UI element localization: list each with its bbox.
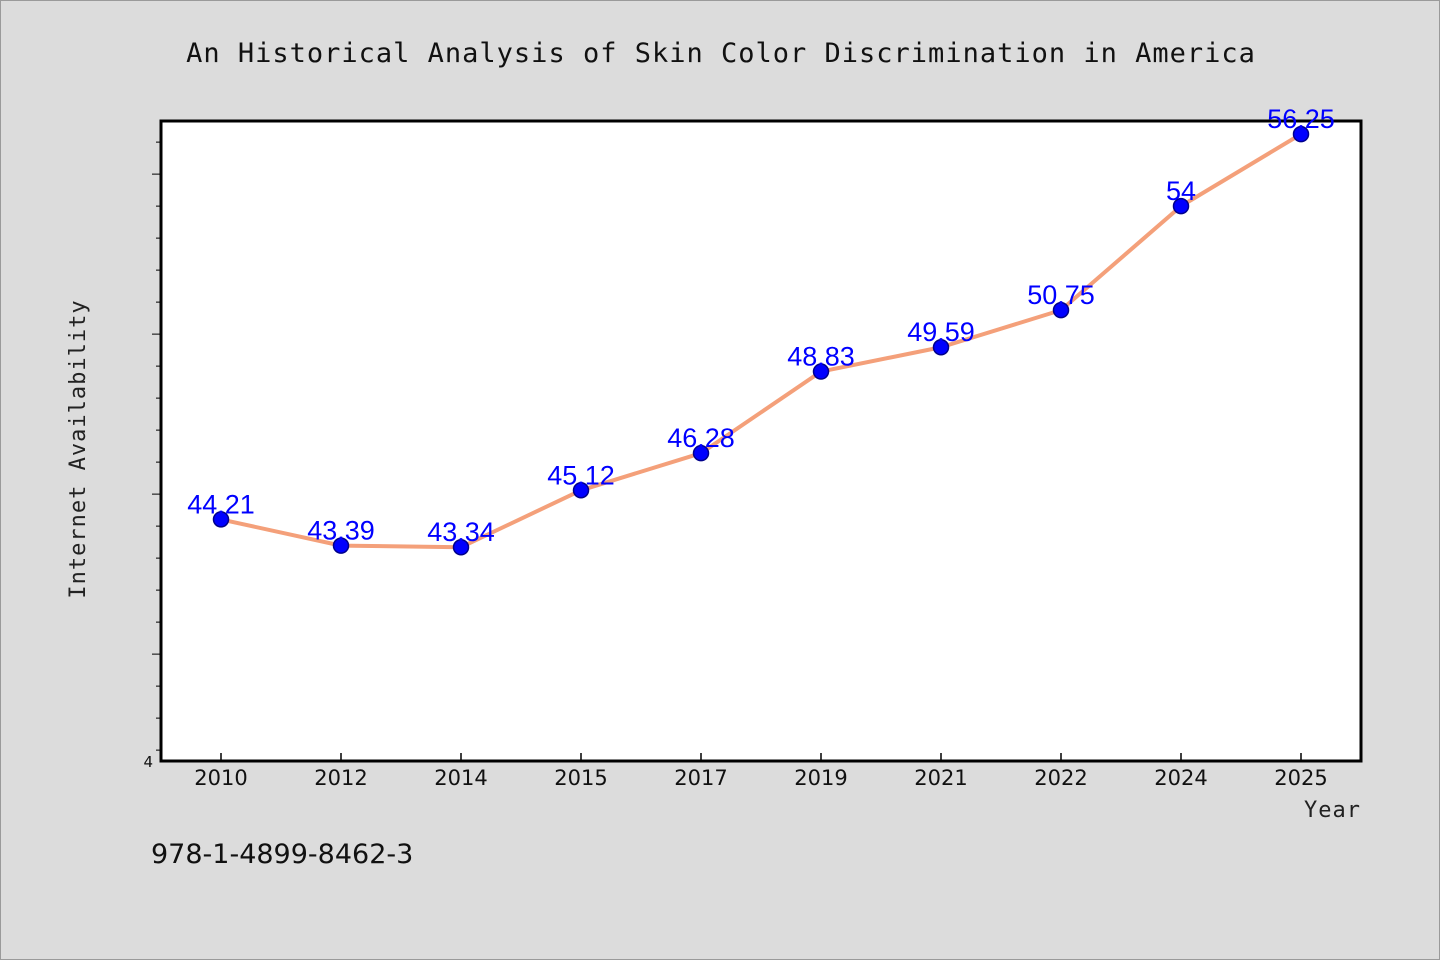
x-tick-label: 2010 — [194, 766, 247, 790]
y-axis-ticks — [152, 141, 161, 751]
data-label: 50.75 — [1027, 280, 1095, 310]
footnote-isbn: 978-1-4899-8462-3 — [151, 839, 413, 870]
x-tick-label: 2015 — [554, 766, 607, 790]
x-tick-label: 2012 — [314, 766, 367, 790]
data-label: 54 — [1166, 176, 1196, 206]
chart-title: An Historical Analysis of Skin Color Dis… — [186, 38, 1256, 69]
x-tick-label: 2024 — [1154, 766, 1207, 790]
plot-area — [159, 119, 1363, 763]
x-axis-ticks: 2010 2012 2014 2015 2017 2019 2021 2022 2024 2025 — [194, 753, 1328, 790]
data-label: 46.28 — [667, 423, 735, 453]
x-tick-label: 2022 — [1034, 766, 1087, 790]
data-point — [932, 338, 950, 356]
data-point — [692, 444, 710, 462]
y-tick-label: 4 — [143, 753, 153, 771]
x-tick-label: 2019 — [794, 766, 847, 790]
y-axis-label: Internet Availability — [66, 299, 91, 598]
x-axis-label: Year — [1304, 798, 1361, 823]
data-label: 43.34 — [427, 517, 495, 547]
data-point — [1292, 125, 1310, 143]
series-layer: 44.21 43.39 43.34 45.12 46.28 48.83 49.59 50.75… — [187, 104, 1335, 556]
data-label: 43.39 — [307, 516, 375, 546]
x-tick-label: 2017 — [674, 766, 727, 790]
x-tick-label: 2021 — [914, 766, 967, 790]
data-label: 44.21 — [187, 489, 255, 519]
series-line — [220, 132, 1303, 550]
x-tick-label: 2014 — [434, 766, 487, 790]
data-point — [572, 482, 590, 499]
data-label: 45.12 — [547, 460, 615, 490]
data-point — [812, 363, 830, 380]
data-point — [1172, 197, 1190, 215]
data-label: 49.59 — [907, 317, 975, 347]
data-label: 56.25 — [1267, 104, 1335, 134]
data-point — [212, 511, 230, 528]
x-tick-label: 2025 — [1274, 766, 1327, 790]
data-point — [332, 537, 350, 554]
data-point — [1052, 301, 1070, 319]
data-label: 48.83 — [787, 342, 855, 372]
data-point — [452, 538, 470, 556]
